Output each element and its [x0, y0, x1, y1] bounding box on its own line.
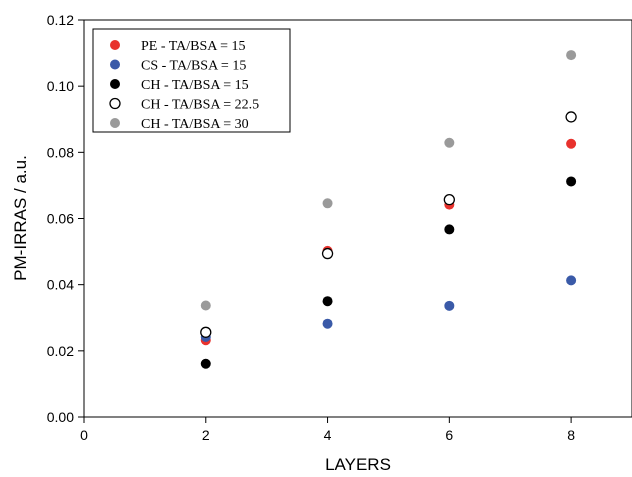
legend-label: CH - TA/BSA = 22.5	[141, 98, 259, 113]
y-axis-ticks: 0.00 0.02 0.04 0.06 0.08 0.10 0.12	[47, 12, 84, 425]
data-point-series-4	[443, 193, 455, 206]
legend-marker	[110, 79, 120, 89]
y-tick-label: 0.02	[47, 343, 74, 359]
data-point-series-4	[321, 247, 334, 260]
x-tick-label: 6	[445, 427, 453, 443]
data-point-series-3	[444, 224, 455, 235]
y-tick-label: 0.00	[47, 409, 74, 425]
data-point-series-1	[566, 138, 577, 149]
data-point-series-5	[444, 137, 455, 148]
data-point-series-3	[566, 176, 577, 187]
y-axis-label: PM-IRRAS / a.u.	[11, 155, 30, 281]
legend-marker	[109, 97, 121, 110]
x-tick-label: 4	[324, 427, 332, 443]
x-axis-label: LAYERS	[325, 455, 391, 474]
y-tick-label: 0.06	[47, 211, 74, 227]
legend-marker	[110, 59, 120, 70]
legend-marker	[110, 40, 120, 50]
data-point-series-3	[322, 296, 333, 307]
legend-label: CS - TA/BSA = 15	[141, 59, 246, 74]
data-point-series-4	[565, 111, 577, 123]
x-tick-label: 8	[567, 427, 575, 443]
y-tick-label: 0.04	[47, 277, 74, 293]
legend-box	[92, 28, 291, 133]
legend-label: CH - TA/BSA = 15	[141, 78, 249, 93]
data-point-series-4	[200, 326, 212, 338]
x-tick-label: 0	[80, 427, 88, 443]
data-point-series-5	[200, 300, 211, 311]
legend-marker	[110, 118, 120, 128]
y-tick-label: 0.08	[47, 144, 74, 160]
data-point-series-2	[322, 318, 333, 329]
y-tick-label: 0.12	[47, 12, 74, 28]
data-point-series-2	[566, 275, 577, 286]
x-tick-label: 2	[202, 427, 210, 443]
x-axis-ticks: 0 2 4 6 8	[80, 417, 575, 443]
data-points	[200, 50, 577, 369]
legend-label: CH - TA/BSA = 30	[141, 117, 249, 132]
legend: PE - TA/BSA = 15 CS - TA/BSA = 15 CH - TA/…	[92, 28, 291, 133]
legend-label: PE - TA/BSA = 15	[141, 39, 246, 54]
y-tick-label: 0.10	[47, 78, 74, 94]
data-point-series-5	[322, 198, 333, 209]
data-point-series-5	[566, 50, 577, 61]
data-point-series-2	[444, 300, 455, 311]
data-point-series-3	[200, 358, 211, 369]
